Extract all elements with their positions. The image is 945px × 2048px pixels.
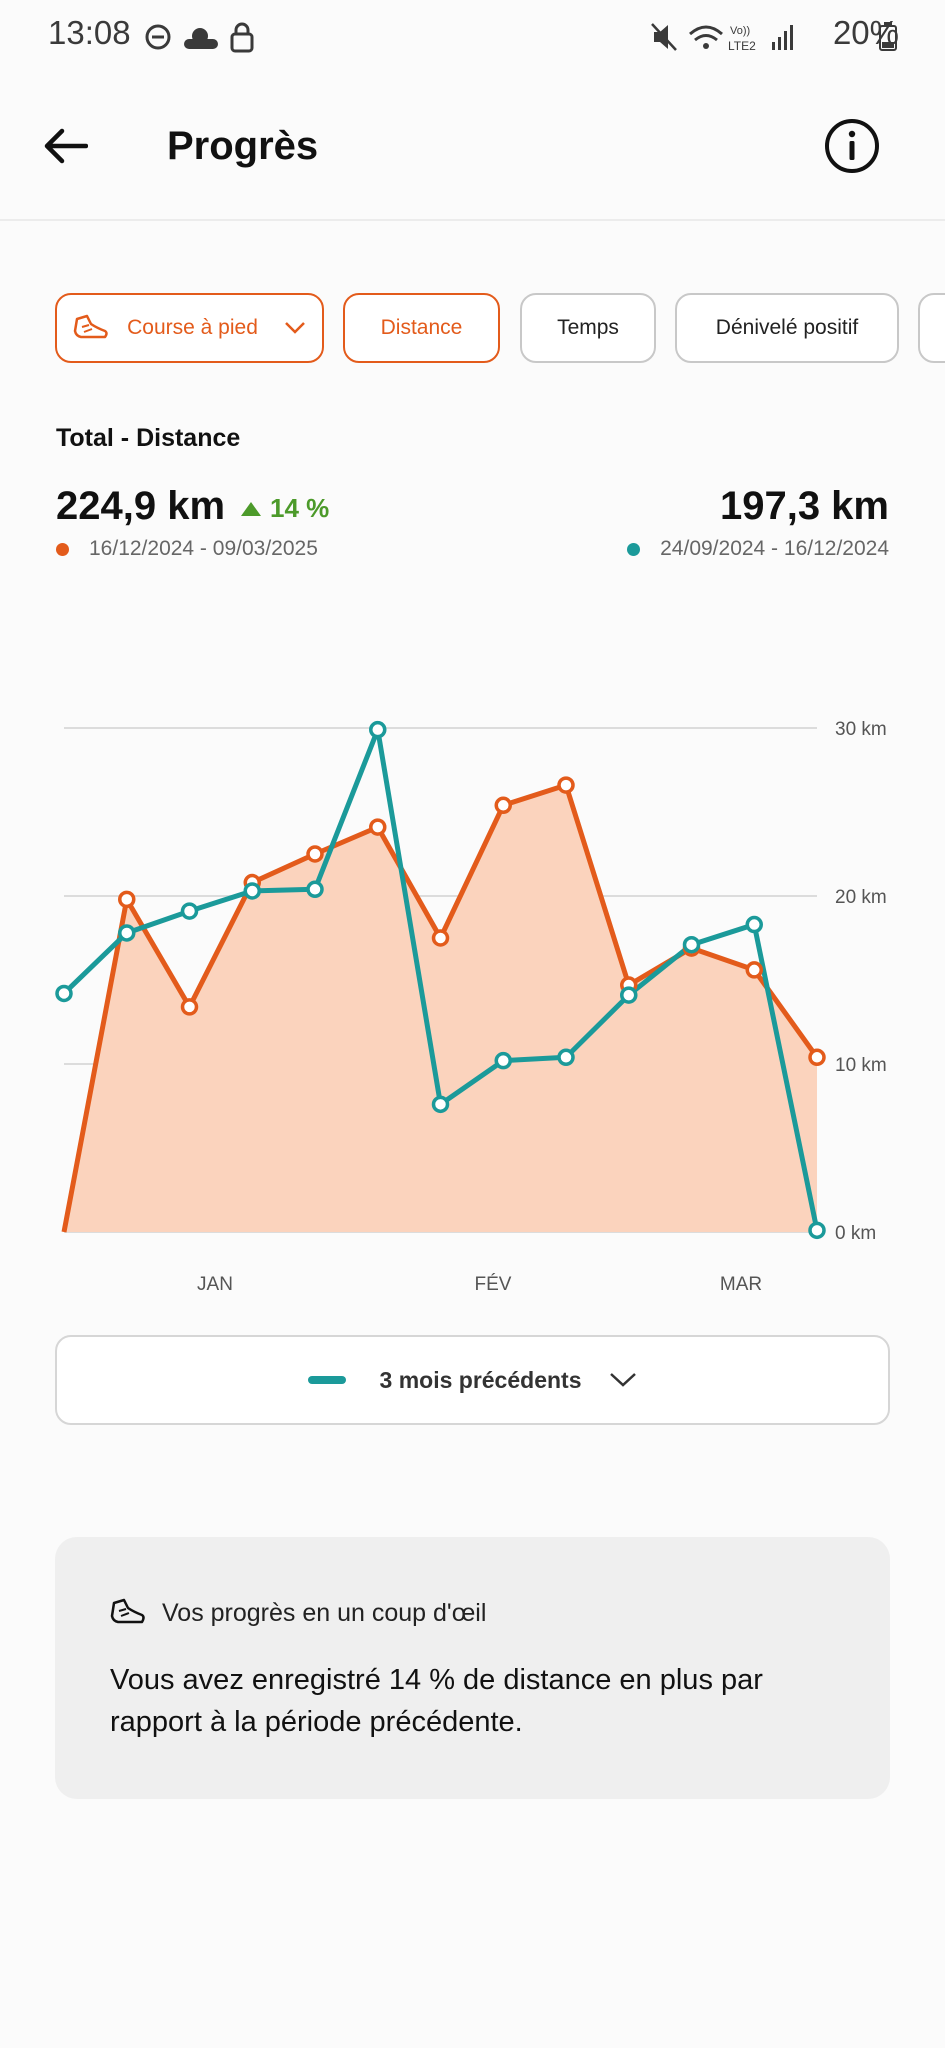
current-point — [494, 796, 512, 815]
status-bar: 13:08 Vo)) LTE2 20% — [0, 0, 945, 72]
delta-value: 14 % — [270, 493, 330, 523]
chevron-down-icon — [610, 1373, 637, 1387]
metric-chip-distance[interactable]: Distance — [343, 293, 500, 363]
insight-card: Vos progrès en un coup d'œil Vous avez e… — [55, 1537, 890, 1799]
delta-badge: 14 % — [240, 493, 329, 524]
current-point — [557, 776, 575, 794]
running-shoe-icon — [110, 1598, 145, 1624]
metric-chip-denivele[interactable]: Dénivelé positif — [675, 293, 899, 363]
current-area — [64, 785, 817, 1232]
previous-point — [808, 1221, 826, 1240]
previous-range-text: 24/09/2024 - 16/12/2024 — [660, 537, 889, 560]
period-label: 3 mois précédents — [379, 1366, 582, 1393]
current-point — [808, 1048, 826, 1067]
page-title: Progrès — [167, 124, 319, 168]
current-dot — [56, 542, 69, 556]
sport-dropdown[interactable]: Course à pied — [55, 293, 324, 363]
previous-legend-line — [307, 1376, 346, 1384]
battery-icon — [879, 22, 897, 51]
status-left-icons — [145, 22, 254, 53]
wifi-icon — [689, 25, 723, 49]
y-tick-label: 10 km — [835, 1055, 887, 1076]
current-point — [745, 961, 763, 979]
lock-icon — [230, 22, 254, 53]
insight-header: Vos progrès en un coup d'œil — [110, 1597, 486, 1629]
y-tick-label: 30 km — [835, 719, 887, 740]
info-icon[interactable] — [824, 118, 880, 174]
x-tick-label: JAN — [197, 1274, 233, 1295]
previous-point — [306, 880, 324, 899]
previous-point — [494, 1051, 512, 1070]
current-point — [306, 845, 324, 863]
running-shoe-icon — [73, 314, 108, 339]
previous-total: 197,3 km — [719, 484, 889, 528]
weather-icon — [184, 28, 218, 49]
current-range-text: 16/12/2024 - 09/03/2025 — [89, 537, 318, 560]
previous-dot — [627, 542, 641, 556]
insight-text: Vous avez enregistré 14 % de distance en… — [110, 1664, 763, 1738]
svg-text:Vo)): Vo)) — [730, 25, 750, 37]
previous-point — [180, 902, 199, 920]
volte-icon: Vo)) LTE2 — [728, 25, 756, 53]
svg-text:LTE2: LTE2 — [728, 39, 756, 53]
current-point — [118, 890, 136, 909]
period-dropdown[interactable]: 3 mois précédents — [55, 1335, 890, 1425]
section-title: Total - Distance — [56, 424, 241, 452]
current-point — [431, 929, 450, 947]
distance-chart: 30 km 20 km 10 km 0 km JAN FÉV MAR — [55, 719, 887, 1295]
chevron-down-icon — [284, 322, 305, 334]
previous-point — [118, 924, 136, 942]
metric-chip-more[interactable] — [918, 293, 945, 363]
status-right-icons: Vo)) LTE2 — [651, 23, 793, 53]
y-tick-label: 0 km — [835, 1223, 876, 1244]
sport-label: Course à pied — [127, 316, 258, 339]
up-triangle-icon — [241, 502, 261, 516]
x-tick-label: MAR — [720, 1274, 762, 1295]
insight-title: Vos progrès en un coup d'œil — [162, 1598, 487, 1627]
header-divider — [0, 219, 945, 221]
current-point — [369, 818, 387, 836]
status-time: 13:08 — [48, 14, 131, 51]
dnd-icon — [145, 24, 171, 50]
filter-chips: Course à pied Distance Temps Dénivelé po… — [55, 293, 945, 367]
previous-point — [557, 1048, 575, 1067]
metric-chip-temps[interactable]: Temps — [520, 293, 656, 363]
previous-range: 24/09/2024 - 16/12/2024 — [627, 537, 889, 561]
previous-point — [55, 984, 73, 1003]
previous-point — [243, 882, 261, 900]
current-total: 224,9 km — [56, 484, 226, 528]
previous-point — [431, 1095, 450, 1114]
back-arrow-icon[interactable] — [44, 124, 88, 168]
previous-point — [745, 915, 763, 934]
previous-point — [620, 986, 638, 1004]
signal-icon — [772, 25, 793, 50]
previous-point — [682, 935, 701, 954]
x-tick-label: FÉV — [475, 1274, 512, 1295]
previous-point — [369, 720, 387, 739]
y-tick-label: 20 km — [835, 887, 887, 908]
current-point — [180, 998, 199, 1016]
current-range: 16/12/2024 - 09/03/2025 — [56, 537, 318, 561]
mute-icon — [651, 23, 677, 51]
